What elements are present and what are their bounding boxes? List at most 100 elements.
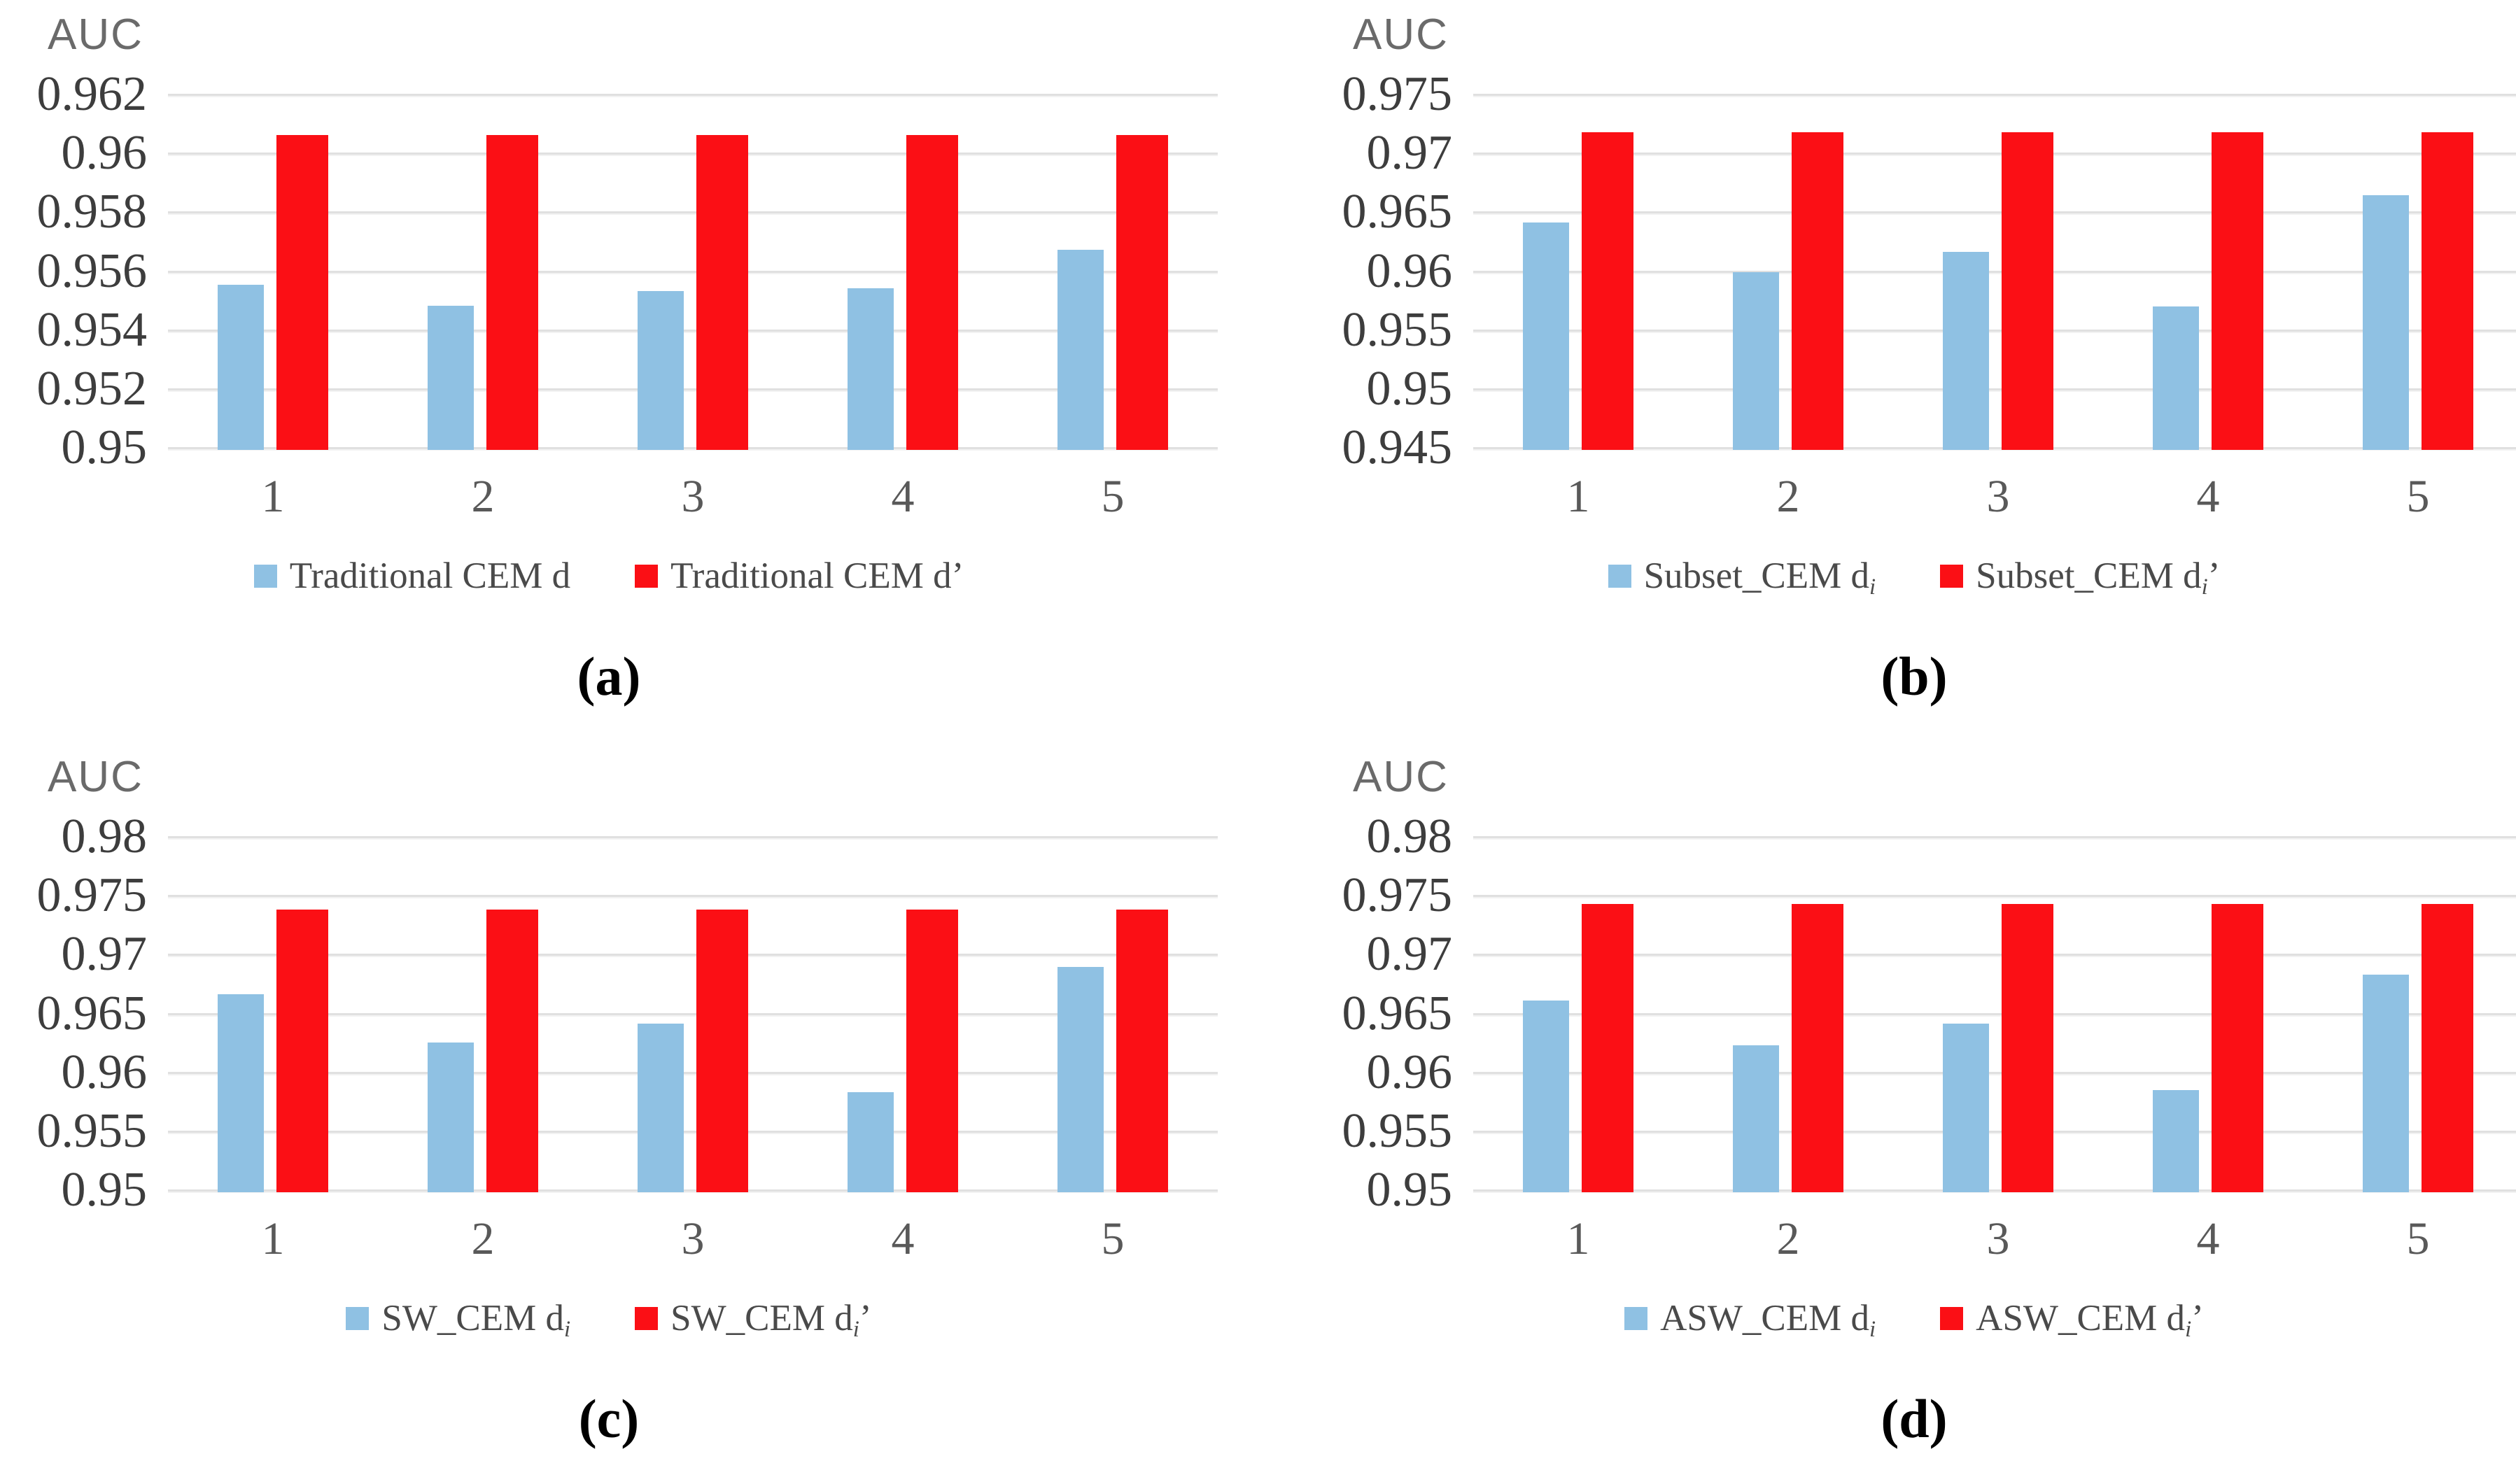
gridline xyxy=(168,329,1218,332)
legend-c: SW_CEM di SW_CEM di’ xyxy=(7,1297,1211,1343)
gridline xyxy=(1473,1071,2516,1074)
legend-label-subscript: i xyxy=(564,1317,571,1343)
y-tick-label: 0.955 xyxy=(36,1103,148,1158)
gridline xyxy=(168,1130,1218,1133)
y-axis-title-a: AUC xyxy=(48,10,143,59)
y-axis-title-b: AUC xyxy=(1353,10,1449,59)
bar-b-series1-cat3 xyxy=(1943,252,1989,450)
bar-c-series1-cat1 xyxy=(218,994,264,1192)
caption-c: (c) xyxy=(578,1388,640,1449)
gridline xyxy=(1473,836,2516,838)
bar-c-series2-cat4 xyxy=(906,910,958,1192)
legend-item-a-series1: Traditional CEM d xyxy=(253,555,570,597)
gridline xyxy=(1473,1130,2516,1133)
x-tick-label: 4 xyxy=(2196,471,2220,522)
legend-label-subscript: i xyxy=(852,1317,859,1343)
legend-item-d-series1: ASW_CEM di xyxy=(1624,1297,1876,1343)
legend-label-subscript: i xyxy=(2185,1317,2192,1343)
legend-d: ASW_CEM di ASW_CEM di’ xyxy=(1312,1297,2516,1343)
x-tick-label: 1 xyxy=(1566,471,1590,522)
gridline xyxy=(168,1071,1218,1074)
gridline xyxy=(168,895,1218,898)
x-tick-label: 3 xyxy=(681,471,705,522)
bar-b-series1-cat5 xyxy=(2363,195,2409,450)
bar-b-series2-cat4 xyxy=(2212,132,2263,450)
caption-d: (d) xyxy=(1881,1388,1948,1449)
gridline xyxy=(168,836,1218,838)
x-tick-label: 5 xyxy=(2406,1213,2430,1264)
plot-area-d: 0.95 0.955 0.96 0.965 0.97 0.975 0.98 1 2 3 4 5 xyxy=(1342,812,2516,1264)
gridline xyxy=(168,270,1218,273)
chart-b: AUC 0.945 0.95 0.955 0.96 0.965 0.97 0.975 1 2 3 4… xyxy=(1312,0,2516,742)
plot-area-b: 0.945 0.95 0.955 0.96 0.965 0.97 0.975 1 2 3 4 5 xyxy=(1342,70,2516,522)
y-tick-label: 0.95 xyxy=(1366,1163,1453,1217)
bar-b-series1-cat4 xyxy=(2153,306,2199,450)
legend-swatch-red xyxy=(1940,564,1964,588)
y-tick-label: 0.965 xyxy=(1342,986,1453,1040)
y-tick-label: 0.95 xyxy=(1366,361,1453,416)
chart-d: AUC 0.95 0.955 0.96 0.965 0.97 0.975 0.98 1 2 3 4 5… xyxy=(1312,742,2516,1484)
y-tick-label: 0.97 xyxy=(1366,927,1453,982)
bar-c-series1-cat4 xyxy=(848,1091,894,1192)
legend-item-d-series2: ASW_CEM di’ xyxy=(1940,1297,2204,1343)
gridline xyxy=(1473,895,2516,898)
legend-swatch-red xyxy=(635,564,659,588)
y-tick-label: 0.975 xyxy=(36,868,148,923)
bar-c-series2-cat1 xyxy=(276,910,328,1192)
legend-item-c-series1: SW_CEM di xyxy=(346,1297,571,1343)
y-tick-label: 0.965 xyxy=(1342,185,1453,239)
gridline xyxy=(168,954,1218,956)
caption-b: (b) xyxy=(1881,646,1948,707)
y-tick-label: 0.975 xyxy=(1342,868,1453,923)
y-tick-label: 0.96 xyxy=(1366,1045,1453,1099)
x-tick-label: 2 xyxy=(1776,471,1800,522)
bar-d-series1-cat2 xyxy=(1733,1045,1779,1192)
legend-label: Subset_CEM di xyxy=(1643,556,1876,600)
gridline xyxy=(168,388,1218,390)
y-tick-label: 0.96 xyxy=(1366,243,1453,298)
bar-c-series2-cat3 xyxy=(696,910,748,1192)
bar-c-series2-cat2 xyxy=(486,910,538,1192)
bar-a-series2-cat3 xyxy=(696,134,748,450)
y-axis-title-c: AUC xyxy=(48,753,143,801)
bar-d-series2-cat5 xyxy=(2422,903,2473,1192)
x-tick-label: 1 xyxy=(1566,1213,1590,1264)
x-tick-label: 3 xyxy=(1986,1213,2010,1264)
x-tick-label: 4 xyxy=(2196,1213,2220,1264)
bar-c-series1-cat5 xyxy=(1057,967,1104,1192)
y-tick-label: 0.97 xyxy=(61,927,148,982)
gridline xyxy=(1473,388,2516,390)
y-tick-label: 0.95 xyxy=(61,1163,148,1217)
legend-item-b-series2: Subset_CEM di’ xyxy=(1940,555,2220,599)
bar-a-series2-cat4 xyxy=(906,134,958,450)
bar-a-series1-cat1 xyxy=(218,285,264,450)
gridline xyxy=(1473,153,2516,155)
y-tick-label: 0.956 xyxy=(36,243,148,298)
y-tick-label: 0.954 xyxy=(36,302,148,357)
x-tick-label: 2 xyxy=(1776,1213,1800,1264)
legend-item-c-series2: SW_CEM di’ xyxy=(635,1297,872,1343)
x-tick-label: 5 xyxy=(2406,471,2430,522)
gridline xyxy=(168,1012,1218,1015)
y-tick-label: 0.945 xyxy=(1342,421,1453,474)
legend-label-subscript: i xyxy=(1869,1317,1876,1343)
bar-d-series1-cat5 xyxy=(2363,974,2409,1192)
bar-b-series2-cat3 xyxy=(2002,132,2053,450)
chart-panel-a: AUC 0.95 0.952 0.954 0.956 0.958 0.96 0.962 1 2 3… xyxy=(0,0,1258,742)
bar-d-series2-cat4 xyxy=(2212,903,2263,1192)
legend-label: SW_CEM di’ xyxy=(670,1298,872,1343)
chart-panel-d: AUC 0.95 0.955 0.96 0.965 0.97 0.975 0.98 1 2 3 4 5… xyxy=(1258,742,2516,1484)
legend-item-a-series2: Traditional CEM d’ xyxy=(635,555,964,597)
x-tick-label: 2 xyxy=(471,1213,495,1264)
plot-area-c: 0.95 0.955 0.96 0.965 0.97 0.975 0.98 1 2 3 4 5 xyxy=(37,812,1218,1264)
bar-d-series1-cat1 xyxy=(1523,1000,1569,1192)
bar-d-series1-cat4 xyxy=(2153,1089,2199,1192)
legend-swatch-blue xyxy=(253,564,277,588)
gridline xyxy=(168,153,1218,155)
gridline xyxy=(1473,211,2516,214)
bar-c-series1-cat2 xyxy=(428,1043,474,1192)
x-tick-label: 3 xyxy=(681,1213,705,1264)
bar-d-series2-cat2 xyxy=(1792,903,1843,1192)
y-tick-label: 0.955 xyxy=(1342,1103,1453,1158)
